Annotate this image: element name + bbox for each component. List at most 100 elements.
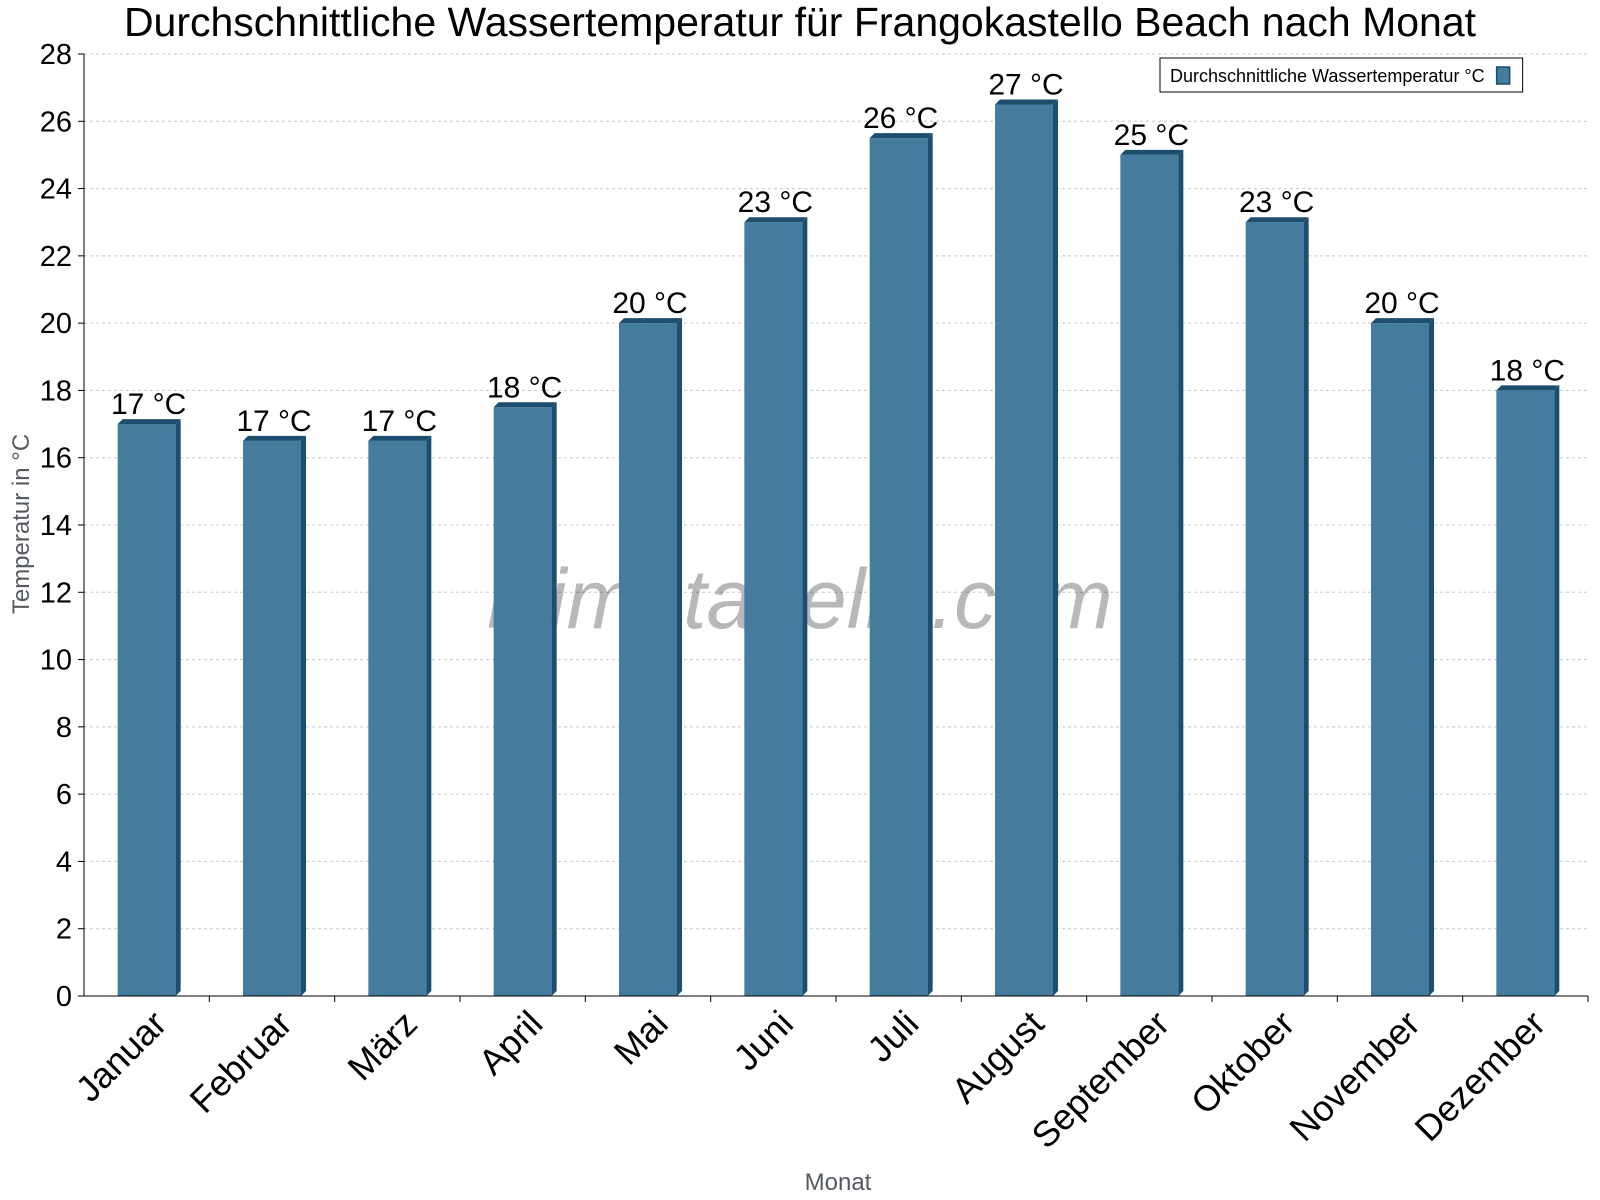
bar-top — [1245, 217, 1309, 223]
bar-top — [1371, 318, 1434, 324]
y-tick-label: 12 — [40, 577, 72, 609]
value-label: 27 °C — [988, 68, 1063, 101]
x-tick-label: Januar — [67, 1003, 174, 1110]
legend: Durchschnittliche Wassertemperatur °C — [1159, 57, 1524, 93]
gridlines — [84, 53, 1588, 930]
bar-front — [1120, 154, 1179, 996]
bar-side — [677, 318, 682, 997]
bar-top — [493, 402, 557, 408]
bar-front — [493, 407, 552, 996]
bar — [368, 435, 432, 997]
bar-front — [869, 138, 928, 996]
bar-top — [995, 99, 1058, 105]
bar — [995, 99, 1058, 996]
bar-side — [802, 217, 808, 996]
value-label: 20 °C — [1364, 287, 1439, 320]
x-tick-label: Februar — [182, 1003, 300, 1121]
value-label: 26 °C — [863, 102, 938, 135]
bar — [869, 133, 933, 996]
x-tick-label: Dezember — [1407, 1003, 1553, 1149]
value-label: 25 °C — [1114, 119, 1189, 152]
value-label: 23 °C — [1239, 186, 1314, 219]
bar-side — [551, 402, 557, 996]
bar — [1496, 385, 1560, 996]
bar-side — [1303, 217, 1309, 996]
bar-top — [117, 419, 181, 425]
x-axis-ticks: Januar Februar März April Mai Juni Juli AugustS… — [67, 996, 1589, 1157]
x-tick-label: April — [470, 1003, 550, 1083]
bar-side — [1429, 318, 1434, 997]
bar — [619, 318, 682, 997]
y-tick-label: 26 — [40, 106, 72, 138]
bar — [1245, 217, 1309, 996]
bar-front — [1496, 390, 1555, 996]
x-tick-label: November — [1281, 1003, 1427, 1149]
x-tick-label: März — [339, 1003, 425, 1089]
bar-front — [995, 104, 1053, 996]
y-tick-label: 14 — [40, 510, 72, 542]
bar-top — [243, 435, 306, 441]
y-tick-label: 6 — [56, 779, 72, 811]
y-tick-label: 10 — [40, 645, 72, 677]
value-label: 18 °C — [487, 371, 562, 404]
bar-top — [869, 133, 933, 139]
bar-front — [1371, 323, 1429, 997]
value-label: 20 °C — [612, 287, 687, 320]
x-tick-label: August — [943, 1003, 1051, 1111]
value-label: 17 °C — [236, 405, 311, 438]
y-tick-label: 2 — [56, 914, 72, 946]
legend-box — [1159, 57, 1524, 93]
bar — [117, 419, 181, 997]
bar-front — [744, 222, 803, 996]
bar-side — [1053, 99, 1058, 996]
value-label: 17 °C — [111, 388, 186, 421]
bar-side — [927, 133, 933, 996]
bar — [744, 217, 808, 996]
chart-title: Durchschnittliche Wassertemperatur für F… — [124, 0, 1477, 45]
legend-entry-label: Durchschnittliche Wassertemperatur °C — [1170, 66, 1485, 86]
y-tick-label: 20 — [40, 308, 72, 340]
bar-top — [744, 217, 808, 223]
x-tick-label: Oktober — [1183, 1003, 1303, 1123]
y-tick-label: 22 — [40, 241, 72, 273]
y-tick-label: 18 — [40, 375, 72, 407]
x-tick-label: September — [1023, 1003, 1177, 1157]
y-tick-label: 4 — [56, 846, 72, 878]
bar-series — [117, 99, 1560, 997]
value-label: 23 °C — [738, 186, 813, 219]
x-tick-label: Juli — [859, 1003, 926, 1070]
bar — [1120, 149, 1184, 996]
y-tick-label: 16 — [40, 443, 72, 475]
value-label: 18 °C — [1490, 354, 1565, 387]
value-labels: 17 °C 17 °C 17 °C 18 °C 20 °C 23 °C 26 °C 27 °C… — [111, 68, 1565, 437]
bar-top — [1496, 385, 1560, 391]
bar-front — [117, 424, 176, 997]
bar-side — [426, 435, 432, 997]
y-tick-label: 0 — [56, 981, 72, 1013]
bar-front — [1245, 222, 1304, 996]
bar-side — [175, 419, 181, 997]
bar-top — [368, 435, 432, 441]
bar-side — [301, 435, 306, 997]
bar-side — [1178, 149, 1184, 996]
x-tick-label: Mai — [606, 1003, 676, 1073]
bar-side — [1554, 385, 1560, 996]
bar — [493, 402, 557, 996]
value-label: 17 °C — [362, 405, 437, 438]
bar-top — [1120, 149, 1184, 155]
bar-front — [368, 440, 427, 997]
y-tick-label: 24 — [40, 174, 72, 206]
legend-swatch — [1495, 66, 1511, 85]
y-axis-title: Temperatur in °C — [8, 434, 35, 614]
bar-front — [243, 440, 301, 997]
bar — [243, 435, 306, 997]
x-axis-title: Monat — [805, 1169, 872, 1196]
x-tick-label: Juni — [725, 1003, 801, 1079]
y-tick-label: 8 — [56, 712, 72, 744]
bar-front — [619, 323, 677, 997]
bar-top — [619, 318, 682, 324]
y-tick-label: 28 — [40, 39, 72, 71]
bar — [1371, 318, 1434, 997]
